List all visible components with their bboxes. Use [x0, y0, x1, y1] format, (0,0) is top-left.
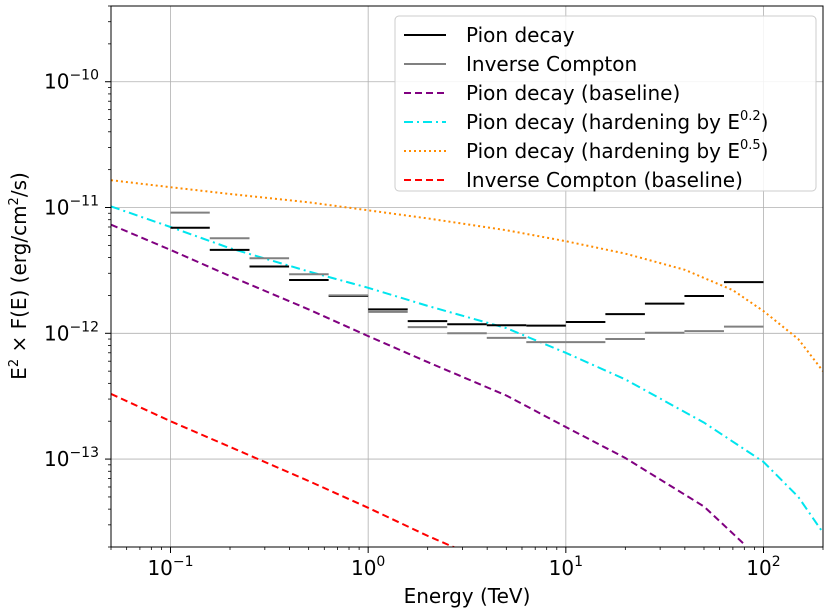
axis-ticks: 10−1 100 101 102 10−13 10−12 10−11 10−10 [44, 68, 781, 580]
legend-label-pion-data: Pion decay [466, 23, 575, 47]
plot-frame [110, 5, 824, 548]
legend-label-pion-base: Pion decay (baseline) [466, 81, 680, 105]
legend-label-pion-h05: Pion decay (hardening by E0.5) [466, 138, 768, 163]
legend-box [394, 15, 817, 192]
x-tick-label: 100 [351, 554, 385, 580]
y-tick-label: 10−13 [44, 445, 99, 471]
legend: Pion decay Inverse Compton Pion decay (bas… [394, 15, 817, 192]
x-axis-label: Energy (TeV) [404, 584, 531, 608]
series-ic-data [170, 211, 764, 344]
curve-pion-base [111, 223, 745, 546]
series-pion-data [170, 226, 764, 327]
legend-label-ic-base: Inverse Compton (baseline) [466, 168, 743, 192]
legend-label-pion-h02: Pion decay (hardening by E0.2) [466, 109, 768, 134]
data-layer [111, 179, 823, 547]
y-tick-label: 10−11 [44, 194, 99, 220]
x-tick-label: 10−1 [147, 554, 193, 580]
x-tick-label: 101 [549, 554, 583, 580]
y-tick-label: 10−10 [44, 68, 99, 94]
curve-ic-base [111, 392, 456, 547]
curve-pion-h02 [111, 205, 823, 534]
legend-label-ic-data: Inverse Compton [466, 52, 637, 76]
x-tick-label: 102 [746, 554, 780, 580]
y-tick-label: 10−12 [44, 319, 99, 345]
y-axis-label: E2 × F(E) (erg/cm2/s) [7, 172, 31, 380]
